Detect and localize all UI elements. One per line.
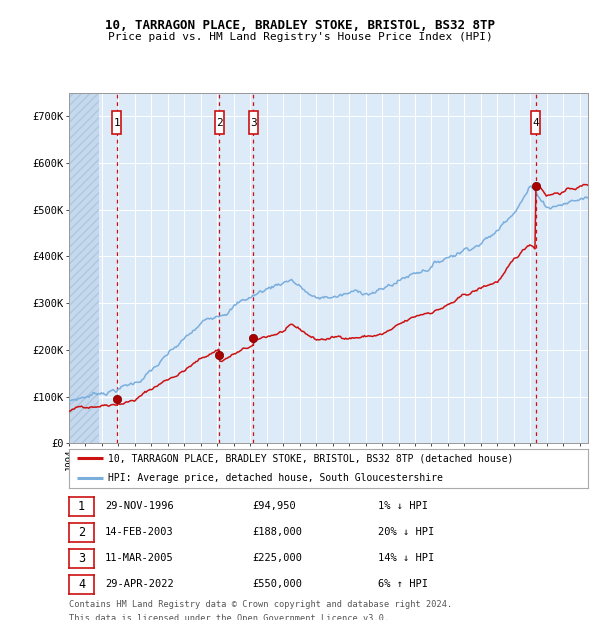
- Bar: [112, 112, 121, 134]
- Text: This data is licensed under the Open Government Licence v3.0.: This data is licensed under the Open Gov…: [69, 614, 389, 620]
- Bar: [249, 112, 258, 134]
- Text: 10, TARRAGON PLACE, BRADLEY STOKE, BRISTOL, BS32 8TP: 10, TARRAGON PLACE, BRADLEY STOKE, BRIST…: [105, 19, 495, 32]
- Text: Contains HM Land Registry data © Crown copyright and database right 2024.: Contains HM Land Registry data © Crown c…: [69, 600, 452, 609]
- Text: 1% ↓ HPI: 1% ↓ HPI: [378, 501, 428, 511]
- Text: £550,000: £550,000: [252, 579, 302, 589]
- Text: 14% ↓ HPI: 14% ↓ HPI: [378, 553, 434, 563]
- Text: 4: 4: [78, 578, 85, 591]
- Text: 10, TARRAGON PLACE, BRADLEY STOKE, BRISTOL, BS32 8TP (detached house): 10, TARRAGON PLACE, BRADLEY STOKE, BRIST…: [108, 453, 513, 463]
- Text: 14-FEB-2003: 14-FEB-2003: [105, 527, 174, 537]
- Text: 11-MAR-2005: 11-MAR-2005: [105, 553, 174, 563]
- Text: £225,000: £225,000: [252, 553, 302, 563]
- Text: 29-NOV-1996: 29-NOV-1996: [105, 501, 174, 511]
- Text: £188,000: £188,000: [252, 527, 302, 537]
- Text: 20% ↓ HPI: 20% ↓ HPI: [378, 527, 434, 537]
- Text: £94,950: £94,950: [252, 501, 296, 511]
- Text: Price paid vs. HM Land Registry's House Price Index (HPI): Price paid vs. HM Land Registry's House …: [107, 32, 493, 42]
- Bar: [531, 112, 541, 134]
- Text: 4: 4: [532, 118, 539, 128]
- Text: 29-APR-2022: 29-APR-2022: [105, 579, 174, 589]
- Text: 3: 3: [250, 118, 257, 128]
- Text: 1: 1: [113, 118, 121, 128]
- Text: 2: 2: [78, 526, 85, 539]
- Text: 1: 1: [78, 500, 85, 513]
- Text: 2: 2: [216, 118, 223, 128]
- Text: HPI: Average price, detached house, South Gloucestershire: HPI: Average price, detached house, Sout…: [108, 473, 443, 483]
- Bar: [215, 112, 224, 134]
- Text: 6% ↑ HPI: 6% ↑ HPI: [378, 579, 428, 589]
- Bar: [69, 93, 98, 443]
- Text: 3: 3: [78, 552, 85, 565]
